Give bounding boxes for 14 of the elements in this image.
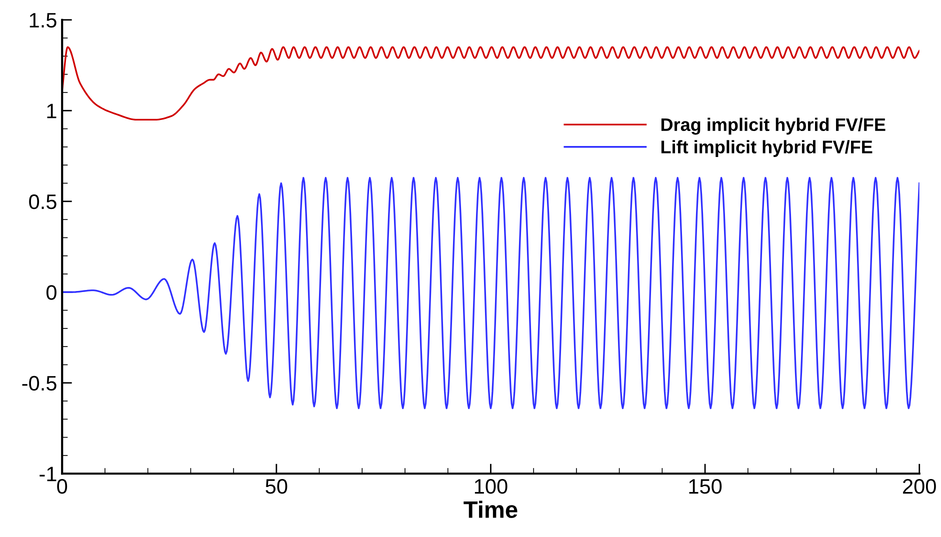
x-tick-label: 0 <box>57 479 68 494</box>
y-tick-label: 0.5 <box>29 194 56 210</box>
x-tick-label: 200 <box>903 479 936 494</box>
x-tick-label: 150 <box>689 479 722 494</box>
y-tick-label: 0 <box>46 285 56 300</box>
y-tick-label: -1 <box>40 466 56 482</box>
x-tick-label: 50 <box>266 479 288 494</box>
legend-label: Drag implicit hybrid FV/FE <box>661 118 886 135</box>
y-tick-label: 1 <box>47 104 56 118</box>
legend-label: Lift implicit hybrid FV/FE <box>661 140 872 157</box>
y-tick-label: -0.5 <box>22 376 56 391</box>
x-tick-label: 100 <box>474 479 508 494</box>
x-axis-title: Time <box>464 500 518 518</box>
y-tick-label: 1.5 <box>30 13 56 28</box>
